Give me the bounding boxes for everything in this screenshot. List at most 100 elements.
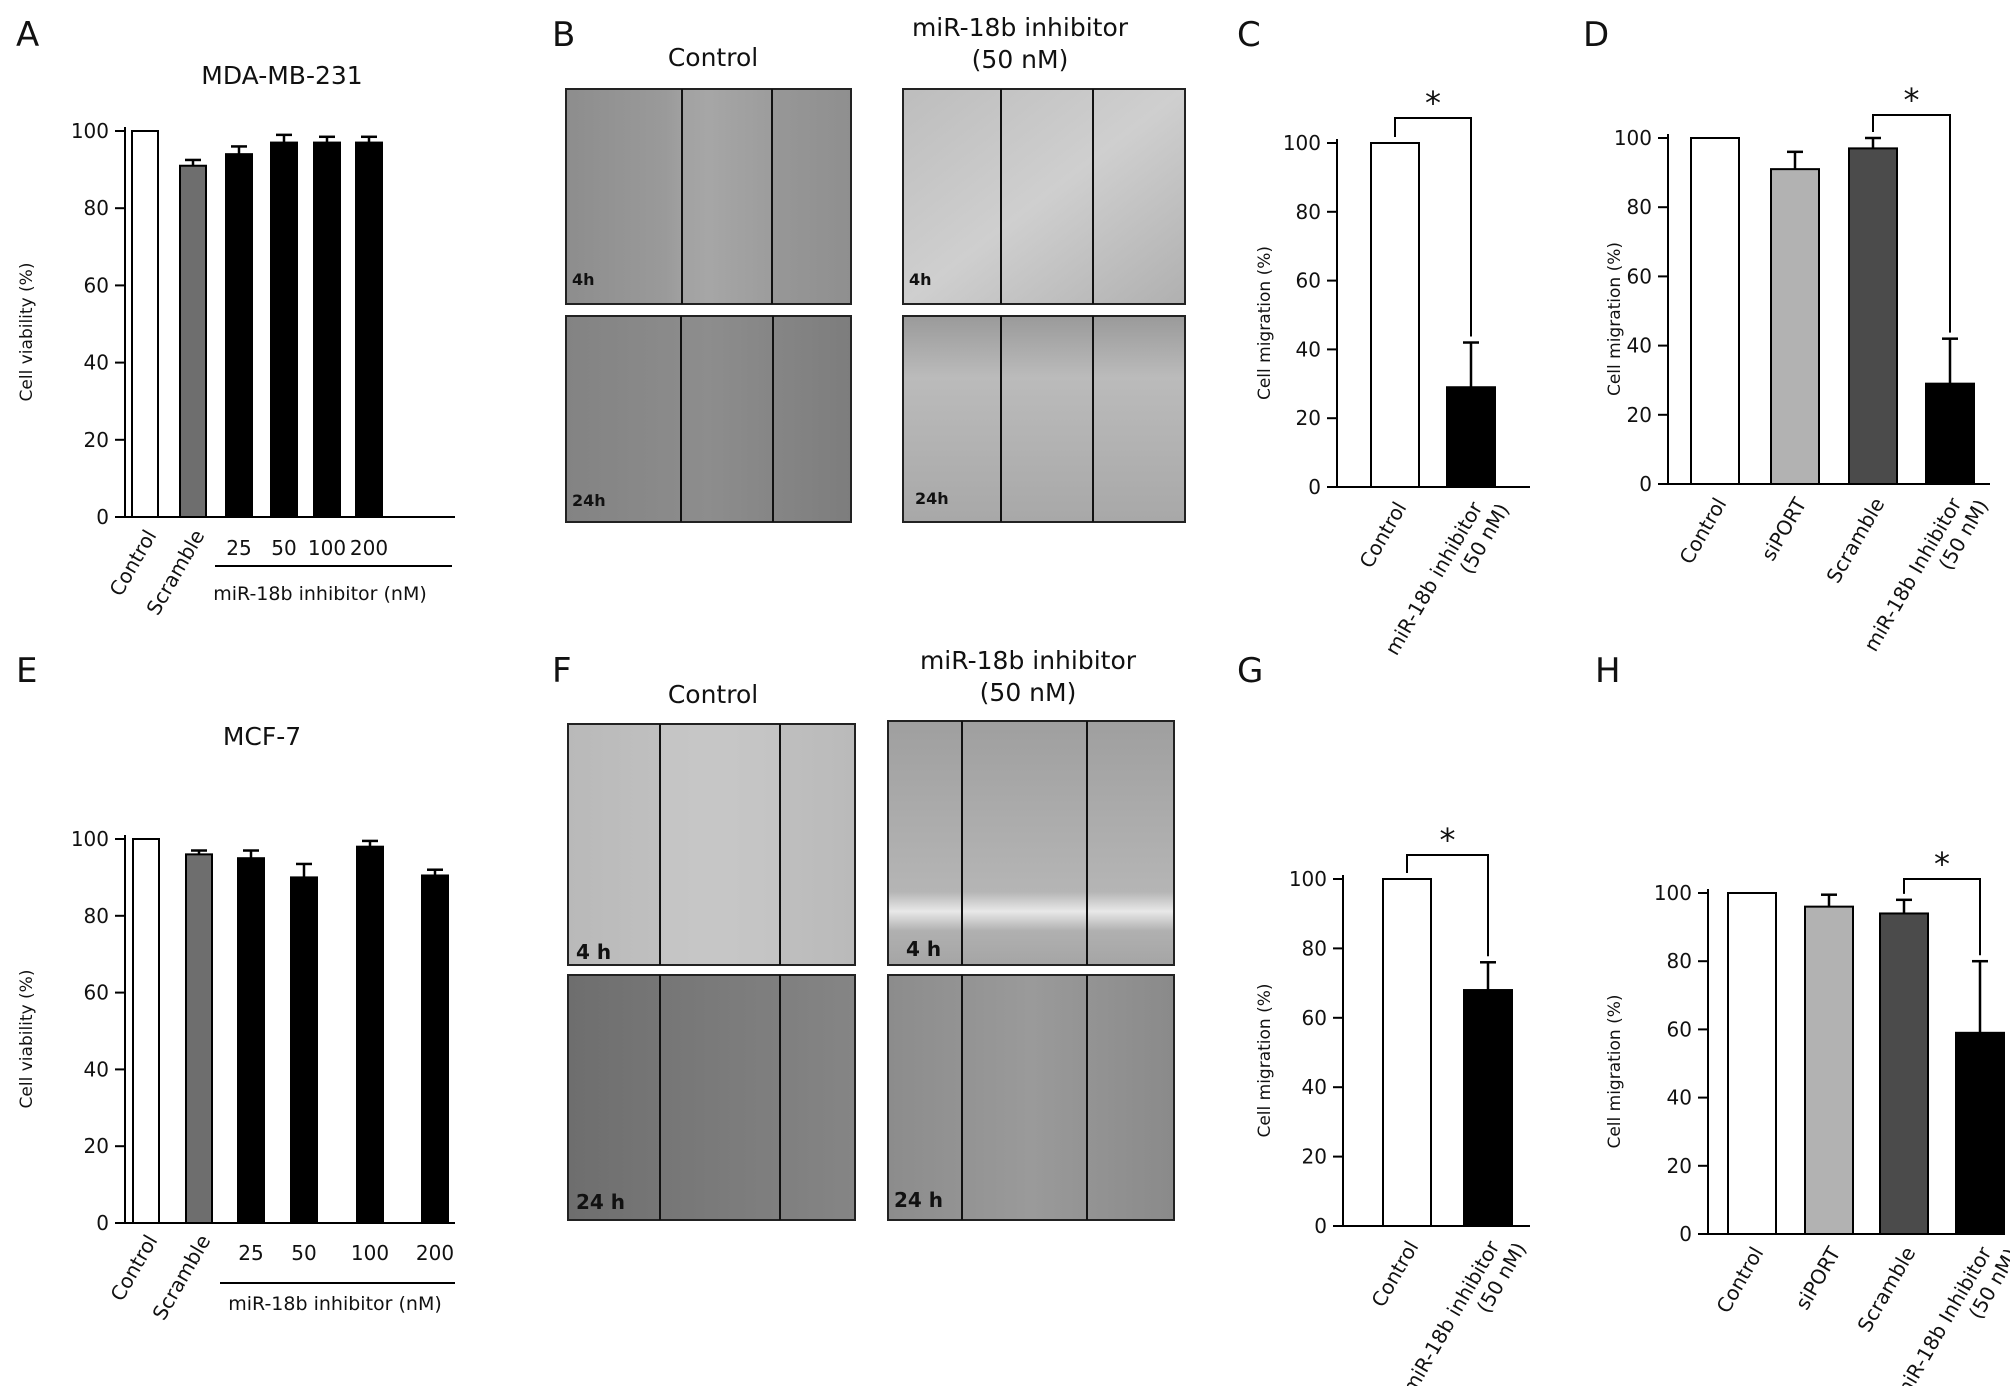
chart-d-migration-mda-controls: 0 20 40 60 80 100 Cell migration (%) Control siP… xyxy=(1605,81,1993,655)
significance-star: * xyxy=(1440,821,1456,859)
panel-letter-a: A xyxy=(16,15,39,55)
y-tick-label: 80 xyxy=(1296,200,1321,224)
x-tick-label: 25 xyxy=(226,536,251,560)
y-tick-label: 60 xyxy=(1302,1006,1327,1030)
y-tick-label: 60 xyxy=(1296,269,1321,293)
y-axis-label: Cell migration (%) xyxy=(1605,242,1625,396)
y-axis-label: Cell viability (%) xyxy=(17,970,37,1109)
bar-siport xyxy=(1770,168,1820,485)
y-tick-label: 0 xyxy=(1308,475,1321,499)
time-label-4-h: 4 h xyxy=(576,940,611,964)
bar-200 xyxy=(355,141,383,519)
bar-25 xyxy=(237,857,265,1224)
bar-scramble xyxy=(185,853,213,1224)
y-tick-label: 40 xyxy=(84,1057,109,1081)
bar-control xyxy=(1382,878,1432,1227)
panel-f-col-label-inhibitor: miR-18b inhibitor (50 nM) xyxy=(920,646,1137,707)
y-tick-label: 80 xyxy=(84,196,109,220)
bar-100 xyxy=(356,845,384,1224)
chart-title: MCF-7 xyxy=(223,722,301,751)
bar-mir-18b-inhibitor xyxy=(1446,386,1496,488)
bar-50 xyxy=(270,141,298,519)
y-tick-label: 0 xyxy=(1314,1214,1327,1238)
y-tick-label: 80 xyxy=(84,904,109,928)
chart-title: MDA-MB-231 xyxy=(201,61,362,90)
x-tick-label: Scramble xyxy=(1852,1243,1920,1337)
bar-control xyxy=(1370,142,1420,488)
y-axis-label: Cell migration (%) xyxy=(1255,983,1275,1137)
x-tick-label: Control xyxy=(1354,498,1411,573)
y-tick-label: 100 xyxy=(1614,126,1652,150)
chart-a-viability-mda: 0 20 40 60 80 100 Cell viability (%) MDA-MB-231… xyxy=(17,61,455,619)
x-tick-label: Control xyxy=(1674,494,1731,569)
bar-control xyxy=(1690,137,1740,485)
bar-control xyxy=(1727,892,1777,1235)
panel-letter-d: D xyxy=(1583,15,1609,55)
panel-letter-c: C xyxy=(1237,15,1261,55)
significance-bracket xyxy=(1903,878,1981,956)
y-axis-label: Cell migration (%) xyxy=(1605,994,1625,1148)
micrograph-panel-b: Control miR-18b inhibitor (50 nM) 4h 4h 2… xyxy=(565,13,1186,523)
y-tick-label: 40 xyxy=(84,351,109,375)
x-tick-label: 100 xyxy=(351,1241,389,1265)
y-tick-label: 0 xyxy=(1679,1222,1692,1246)
panel-letter-b: B xyxy=(552,15,575,55)
y-tick-label: 40 xyxy=(1302,1075,1327,1099)
chart-e-viability-mcf7: 0 20 40 60 80 100 Cell viability (%) MCF-7 Contr… xyxy=(17,722,455,1324)
group-label: miR-18b inhibitor (nM) xyxy=(228,1293,442,1315)
significance-star: * xyxy=(1425,84,1441,122)
y-tick-label: 40 xyxy=(1627,334,1652,358)
micrograph-b-control-4h-wound xyxy=(682,90,772,303)
y-tick-label: 0 xyxy=(1639,472,1652,496)
chart-h-migration-mcf7-controls: 0 20 40 60 80 100 Cell migration (%) Control siP… xyxy=(1605,845,2010,1386)
bar-control xyxy=(132,838,160,1224)
time-label-4-h: 4 h xyxy=(906,937,941,961)
y-tick-label: 100 xyxy=(71,119,109,143)
significance-bracket xyxy=(1406,854,1489,957)
y-axis-label: Cell migration (%) xyxy=(1255,246,1275,400)
y-tick-label: 80 xyxy=(1302,936,1327,960)
panel-b-col-label-control: Control xyxy=(668,43,758,72)
micrograph-f-inhibitor-4h xyxy=(887,720,1175,966)
y-tick-label: 60 xyxy=(84,273,109,297)
y-tick-label: 80 xyxy=(1667,949,1692,973)
y-tick-label: 20 xyxy=(84,428,109,452)
time-label-24h: 24h xyxy=(572,491,606,510)
panel-b-col-label-inhibitor: miR-18b inhibitor (50 nM) xyxy=(912,13,1129,74)
bar-25 xyxy=(225,153,253,518)
bar-scramble xyxy=(1879,912,1929,1236)
x-tick-label: 100 xyxy=(308,536,346,560)
y-tick-label: 60 xyxy=(1667,1017,1692,1041)
x-tick-label: siPORT xyxy=(1790,1242,1845,1314)
x-tick-label: 25 xyxy=(238,1241,263,1265)
time-label-4h: 4h xyxy=(909,270,932,289)
bar-50 xyxy=(290,876,318,1225)
panel-f-col-label-control: Control xyxy=(668,680,758,709)
panel-letter-f: F xyxy=(552,651,572,691)
group-label: miR-18b inhibitor (nM) xyxy=(213,583,427,605)
x-tick-label: Control xyxy=(1711,1243,1768,1318)
x-tick-label: 50 xyxy=(271,536,296,560)
y-tick-label: 20 xyxy=(1302,1145,1327,1169)
bar-200 xyxy=(421,874,449,1224)
x-tick-label: Scramble xyxy=(1821,494,1889,588)
bar-scramble xyxy=(179,164,207,519)
panel-letter-g: G xyxy=(1237,651,1263,691)
y-tick-label: 0 xyxy=(96,505,109,529)
y-tick-label: 100 xyxy=(1654,881,1692,905)
micrograph-b-inhibitor-24h xyxy=(902,315,1186,523)
y-tick-label: 20 xyxy=(84,1134,109,1158)
micrograph-f-control-4h-wound xyxy=(660,725,780,964)
y-tick-label: 0 xyxy=(96,1211,109,1235)
micrograph-panel-f: Control miR-18b inhibitor (50 nM) 4 h 4 h… xyxy=(567,646,1175,1221)
micrograph-b-inhibitor-4h xyxy=(902,88,1186,305)
y-tick-label: 20 xyxy=(1627,403,1652,427)
bar-mir-18b-inhibitor xyxy=(1463,989,1513,1227)
micrograph-b-control-24h xyxy=(565,315,852,523)
bar-mir-18b-inhibitor xyxy=(1955,1031,2005,1236)
y-tick-label: 20 xyxy=(1296,406,1321,430)
micrograph-f-control-24h xyxy=(567,974,856,1221)
